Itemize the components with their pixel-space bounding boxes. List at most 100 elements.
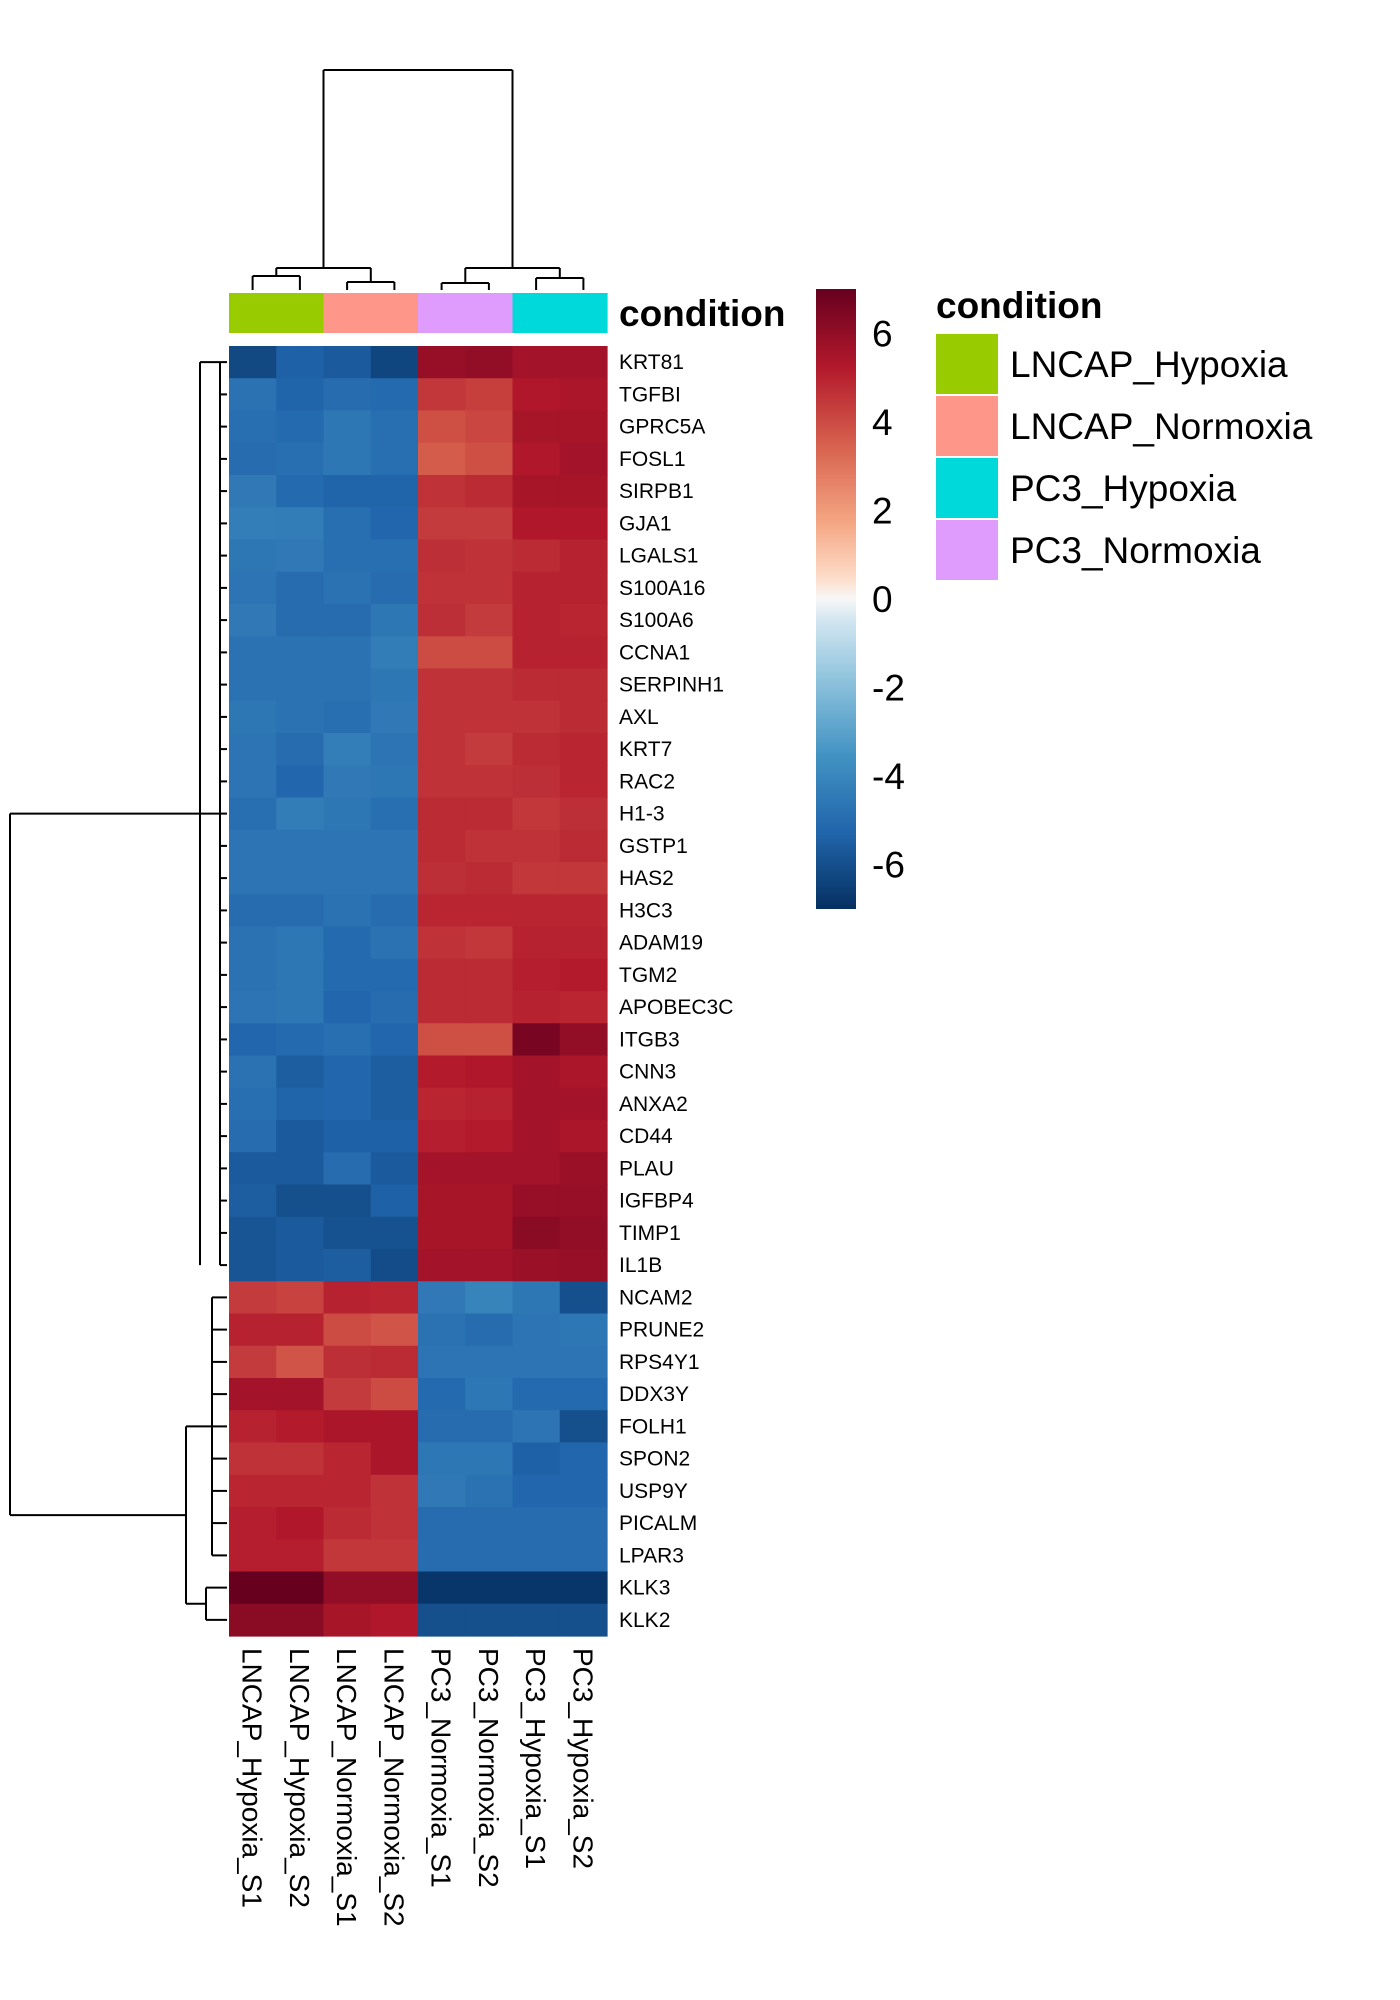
heatmap-cell-KRT7-3 [323, 733, 372, 766]
heatmap-cell-H3C3-3 [323, 894, 372, 928]
heatmap-cell-TGM2-4 [370, 958, 419, 992]
heatmap-cell-CCNA1-1 [229, 636, 277, 670]
heatmap-cell-S100A6-2 [276, 604, 325, 637]
annotation-cell [323, 293, 372, 333]
heatmap-cell-SPON2-8 [559, 1442, 608, 1476]
heatmap-cell-APOBEC3C-5 [418, 991, 466, 1024]
heatmap-cell-S100A16-2 [276, 571, 325, 605]
gene-label: FOSL1 [619, 448, 686, 471]
heatmap-cell-RAC2-3 [323, 765, 372, 799]
heatmap-cell-RPS4Y1-6 [465, 1345, 514, 1379]
heatmap-cell-KRT81-4 [370, 346, 419, 379]
heatmap-cell-GSTP1-8 [559, 829, 608, 863]
heatmap-cell-IL1B-3 [323, 1249, 372, 1282]
heatmap-cell-GSTP1-3 [323, 829, 372, 863]
heatmap-cell-RPS4Y1-2 [276, 1345, 325, 1379]
color-scale-tick: -2 [872, 668, 905, 709]
heatmap-cell-IL1B-5 [418, 1249, 466, 1282]
heatmap-cell-APOBEC3C-6 [465, 991, 514, 1024]
heatmap-cell-KLK3-6 [465, 1571, 514, 1605]
heatmap-cell-GJA1-7 [512, 507, 561, 541]
heatmap-cell-ANXA2-6 [465, 1087, 514, 1121]
heatmap-cell-CD44-4 [370, 1120, 419, 1153]
heatmap-cell-USP9Y-1 [229, 1474, 277, 1508]
heatmap-cell-FOSL1-4 [370, 442, 419, 476]
heatmap-cell-SERPINH1-6 [465, 668, 514, 702]
heatmap-cell-CCNA1-6 [465, 636, 514, 670]
heatmap-cell-PLAU-6 [465, 1152, 514, 1186]
heatmap-cell-AXL-2 [276, 700, 325, 734]
gene-label: H3C3 [619, 899, 673, 922]
sample-label: LNCAP_Normoxia_S1 [331, 1648, 362, 1927]
heatmap-cell-PRUNE2-1 [229, 1313, 277, 1347]
heatmap-cell-ANXA2-8 [559, 1087, 608, 1121]
heatmap-cell-H1-3-3 [323, 797, 372, 831]
heatmap-cell-IGFBP4-6 [465, 1184, 514, 1218]
legend-swatch [936, 334, 998, 394]
heatmap-cell-KRT7-5 [418, 733, 466, 766]
heatmap-cell-LPAR3-6 [465, 1539, 514, 1573]
heatmap-cell-TIMP1-4 [370, 1216, 419, 1250]
heatmap-cell-SERPINH1-8 [559, 668, 608, 702]
annotation-cell [276, 293, 325, 333]
gene-label: KRT81 [619, 351, 684, 374]
legend-label: LNCAP_Hypoxia [1010, 344, 1288, 385]
heatmap-cell-S100A16-3 [323, 571, 372, 605]
gene-label: AXL [619, 706, 659, 729]
heatmap-cell-TGFBI-5 [418, 378, 466, 412]
heatmap-cell-KRT81-7 [512, 346, 561, 379]
heatmap-cell-PLAU-1 [229, 1152, 277, 1186]
heatmap-cell-IL1B-6 [465, 1249, 514, 1282]
heatmap-cell-SERPINH1-1 [229, 668, 277, 702]
heatmap-cell-USP9Y-4 [370, 1474, 419, 1508]
heatmap-cell-S100A6-3 [323, 604, 372, 637]
heatmap-cell-IGFBP4-1 [229, 1184, 277, 1218]
heatmap-cell-TIMP1-3 [323, 1216, 372, 1250]
heatmap-cell-CNN3-2 [276, 1055, 325, 1089]
heatmap-cell-LGALS1-3 [323, 539, 372, 573]
heatmap-cell-KLK2-5 [418, 1603, 466, 1637]
heatmap-cell-GPRC5A-2 [276, 410, 325, 444]
heatmap-cell-ANXA2-4 [370, 1087, 419, 1121]
heatmap-cell-SPON2-7 [512, 1442, 561, 1476]
heatmap-cell-GPRC5A-8 [559, 410, 608, 444]
heatmap-cell-GJA1-1 [229, 507, 277, 541]
heatmap-cell-KLK3-5 [418, 1571, 466, 1605]
heatmap-cell-DDX3Y-6 [465, 1378, 514, 1411]
heatmap-cell-TGM2-5 [418, 958, 466, 992]
heatmap-cell-TGFBI-7 [512, 378, 561, 412]
gene-label: GPRC5A [619, 416, 705, 439]
heatmap-cell-H1-3-7 [512, 797, 561, 831]
heatmap-cell-ITGB3-7 [512, 1023, 561, 1057]
heatmap-cell-HAS2-4 [370, 862, 419, 895]
heatmap-cell-LPAR3-7 [512, 1539, 561, 1573]
heatmap-cell-DDX3Y-4 [370, 1378, 419, 1411]
heatmap-cell-USP9Y-8 [559, 1474, 608, 1508]
sample-label: LNCAP_Hypoxia_S2 [284, 1648, 315, 1908]
heatmap-cell-PLAU-8 [559, 1152, 608, 1186]
color-scale-bar [816, 289, 856, 909]
heatmap-cell-APOBEC3C-2 [276, 991, 325, 1024]
heatmap-cell-CNN3-5 [418, 1055, 466, 1089]
heatmap-cell-APOBEC3C-3 [323, 991, 372, 1024]
heatmap-cell-PLAU-4 [370, 1152, 419, 1186]
heatmap-cell-S100A6-5 [418, 604, 466, 637]
heatmap-cell-ANXA2-1 [229, 1087, 277, 1121]
gene-label: IGFBP4 [619, 1190, 694, 1213]
gene-label: KRT7 [619, 738, 672, 761]
heatmap-cell-LPAR3-5 [418, 1539, 466, 1573]
heatmap-cell-USP9Y-7 [512, 1474, 561, 1508]
color-scale-tick: 6 [872, 313, 893, 354]
heatmap-cell-RAC2-6 [465, 765, 514, 799]
heatmap-cell-FOLH1-2 [276, 1410, 325, 1444]
condition-legend: condition LNCAP_Hypoxia LNCAP_Normoxia PC3… [936, 285, 1313, 580]
heatmap-cell-TGFBI-8 [559, 378, 608, 412]
heatmap-cell-RAC2-8 [559, 765, 608, 799]
heatmap-cell-PICALM-1 [229, 1507, 277, 1540]
heatmap-cell-ITGB3-8 [559, 1023, 608, 1057]
heatmap-cell-CCNA1-3 [323, 636, 372, 670]
heatmap-cell-KRT81-3 [323, 346, 372, 379]
heatmap-cell-KRT81-6 [465, 346, 514, 379]
heatmap-cell-FOSL1-3 [323, 442, 372, 476]
